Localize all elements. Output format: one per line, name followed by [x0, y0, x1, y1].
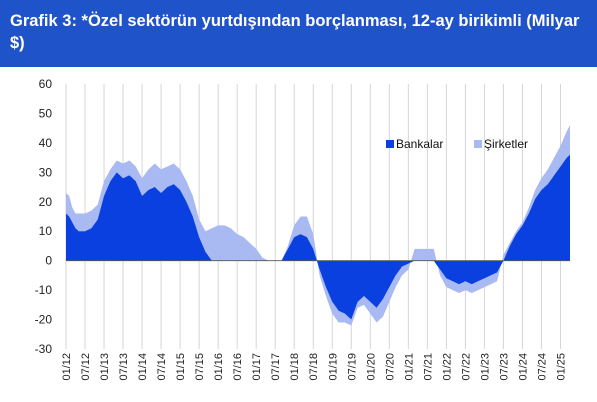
chart-title: Grafik 3: *Özel sektörün yurtdışından bo… — [0, 0, 597, 67]
x-tick-label: 01/14 — [137, 353, 149, 381]
x-tick-label: 01/25 — [555, 353, 567, 381]
x-tick-label: 07/17 — [270, 353, 282, 381]
y-tick-label: 50 — [39, 106, 53, 120]
y-tick-label: -20 — [35, 313, 53, 327]
x-tick-label: 01/13 — [99, 353, 111, 381]
y-tick-label: 20 — [39, 195, 53, 209]
x-tick-label: 07/13 — [118, 353, 130, 381]
chart-areas — [66, 125, 570, 326]
x-tick-label: 07/22 — [460, 353, 472, 381]
x-tick-label: 07/23 — [498, 353, 510, 381]
y-tick-label: 30 — [39, 165, 53, 179]
x-tick-label: 07/16 — [232, 353, 244, 381]
y-tick-label: 0 — [45, 254, 52, 268]
y-tick-label: 60 — [39, 77, 53, 91]
x-tick-label: 01/21 — [403, 353, 415, 381]
x-tick-label: 07/15 — [194, 353, 206, 381]
area-chart: -30 -20 -10 0 10 20 30 40 50 60 01/12 07/12 01/13 07… — [35, 77, 570, 381]
y-tick-label: -10 — [35, 283, 53, 297]
y-tick-label: 10 — [39, 224, 53, 238]
legend-swatch-bankalar — [386, 140, 394, 148]
chart-legend: Bankalar Şirketler — [386, 137, 528, 151]
y-tick-label: -30 — [35, 342, 53, 356]
x-tick-label: 01/15 — [175, 353, 187, 381]
x-tick-label: 07/24 — [536, 353, 548, 381]
vertical-grid — [65, 84, 561, 349]
legend-label-sirketler: Şirketler — [484, 137, 528, 151]
x-tick-label: 01/23 — [479, 353, 491, 381]
chart-title-text: Grafik 3: *Özel sektörün yurtdışından bo… — [10, 12, 580, 52]
series-sirketler-area — [66, 125, 570, 326]
x-tick-label: 07/19 — [346, 353, 358, 381]
x-tick-label: 01/24 — [517, 353, 529, 381]
legend-label-bankalar: Bankalar — [396, 137, 443, 151]
y-axis: -30 -20 -10 0 10 20 30 40 50 60 — [35, 77, 53, 356]
legend-swatch-sirketler — [474, 140, 482, 148]
x-tick-label: 01/18 — [289, 353, 301, 381]
series-bankalar-area — [66, 154, 570, 320]
x-tick-label: 01/19 — [327, 353, 339, 381]
x-tick-label: 01/16 — [213, 353, 225, 381]
x-tick-label: 07/21 — [422, 353, 434, 381]
x-tick-label: 01/20 — [365, 353, 377, 381]
x-tick-label: 01/12 — [61, 353, 73, 381]
x-tick-label: 07/14 — [156, 353, 168, 381]
x-tick-label: 07/20 — [384, 353, 396, 381]
x-tick-label: 01/22 — [441, 353, 453, 381]
x-tick-label: 01/17 — [251, 353, 263, 381]
y-tick-label: 40 — [39, 136, 53, 150]
x-tick-label: 07/12 — [80, 353, 92, 381]
x-axis: 01/12 07/12 01/13 07/13 01/14 07/14 01/15 07/15… — [61, 353, 567, 381]
x-tick-label: 07/18 — [308, 353, 320, 381]
